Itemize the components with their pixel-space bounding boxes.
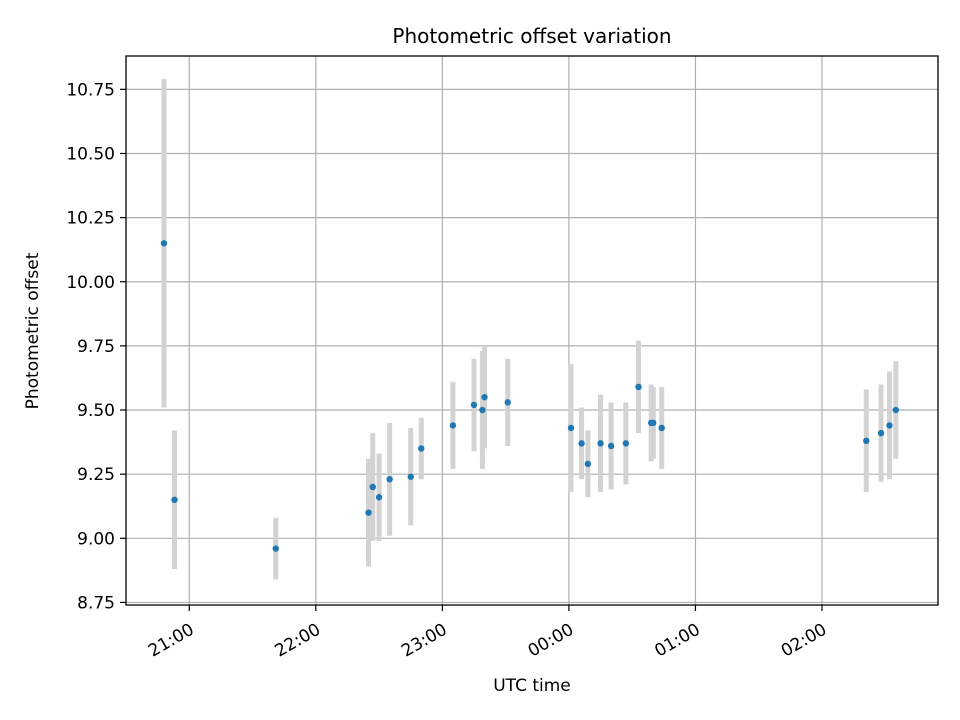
y-tick-label: 9.25: [77, 465, 115, 485]
data-point: [584, 460, 592, 468]
y-tick-label: 9.00: [77, 529, 115, 549]
data-point: [886, 422, 893, 429]
point-layer: [160, 240, 900, 552]
data-point: [481, 394, 488, 401]
data-point: [171, 496, 178, 504]
data-point: [877, 429, 885, 437]
data-point: [386, 476, 393, 483]
chart-title: Photometric offset variation: [392, 24, 671, 48]
data-point: [160, 240, 168, 247]
data-point: [567, 424, 575, 432]
data-point: [479, 406, 486, 414]
y-tick-label: 9.50: [77, 401, 115, 421]
y-tick-label: 10.50: [66, 144, 115, 164]
data-point: [407, 473, 414, 480]
data-point: [504, 399, 511, 406]
data-point: [658, 424, 665, 432]
data-point: [607, 442, 615, 450]
data-point: [449, 422, 457, 429]
x-axis-label: UTC time: [493, 676, 571, 696]
data-point: [578, 440, 585, 447]
data-point: [863, 437, 870, 445]
data-point: [375, 494, 383, 501]
y-tick-label: 9.75: [77, 337, 115, 357]
y-tick-label: 10.25: [66, 209, 115, 229]
data-point: [597, 440, 604, 447]
data-point: [272, 545, 279, 552]
data-point: [892, 406, 900, 414]
data-point: [650, 419, 657, 427]
data-point: [470, 401, 478, 409]
data-point: [369, 483, 376, 491]
data-point: [365, 509, 372, 516]
y-axis-label: Photometric offset: [23, 252, 43, 409]
y-tick-label: 10.75: [66, 80, 115, 100]
y-tick-label: 8.75: [77, 593, 115, 613]
data-point: [622, 440, 630, 447]
y-tick-label: 10.00: [66, 273, 115, 293]
grid-layer: [126, 56, 938, 605]
data-point: [635, 383, 642, 391]
plot-frame: [125, 55, 939, 606]
data-point: [418, 445, 425, 452]
